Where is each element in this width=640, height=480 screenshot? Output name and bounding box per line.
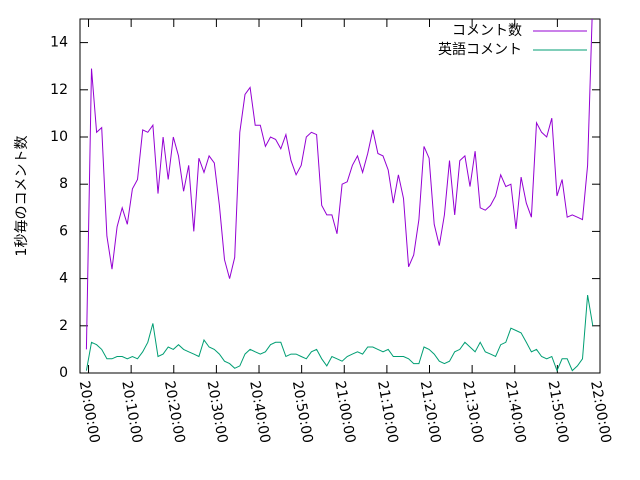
x-tick-label: 20:30:00 (204, 380, 231, 445)
x-tick-label: 20:20:00 (161, 380, 188, 445)
plot-area (85, 19, 594, 372)
y-tick-label: 2 (59, 318, 68, 334)
x-tick-label: 21:10:00 (374, 380, 401, 445)
legend-label: 英語コメント (438, 41, 522, 58)
x-tick-label: 22:00:00 (587, 380, 614, 445)
x-tick-label: 21:20:00 (417, 380, 444, 445)
y-tick-label: 10 (50, 129, 68, 145)
x-tick-label: 21:30:00 (459, 380, 486, 445)
y-axis-label: 1秒毎のコメント数 (14, 136, 30, 257)
y-tick-label: 14 (50, 35, 68, 51)
series-line (85, 295, 594, 372)
x-tick-label: 21:50:00 (544, 380, 571, 445)
y-tick-label: 0 (59, 365, 68, 381)
x-tick-label: 21:40:00 (502, 380, 529, 445)
x-tick-label: 20:50:00 (289, 380, 316, 445)
y-tick-label: 12 (50, 82, 68, 98)
legend-label: コメント数 (452, 23, 522, 39)
y-tick-label: 4 (59, 271, 68, 287)
x-tick-label: 20:00:00 (76, 380, 103, 445)
x-tick-label: 20:10:00 (118, 380, 145, 445)
plot-frame (79, 18, 601, 374)
series-line (85, 19, 593, 350)
x-tick-label: 20:40:00 (246, 380, 273, 445)
x-tick-label: 21:00:00 (331, 380, 358, 445)
y-tick-label: 8 (59, 176, 68, 192)
y-tick-label: 6 (59, 223, 68, 239)
